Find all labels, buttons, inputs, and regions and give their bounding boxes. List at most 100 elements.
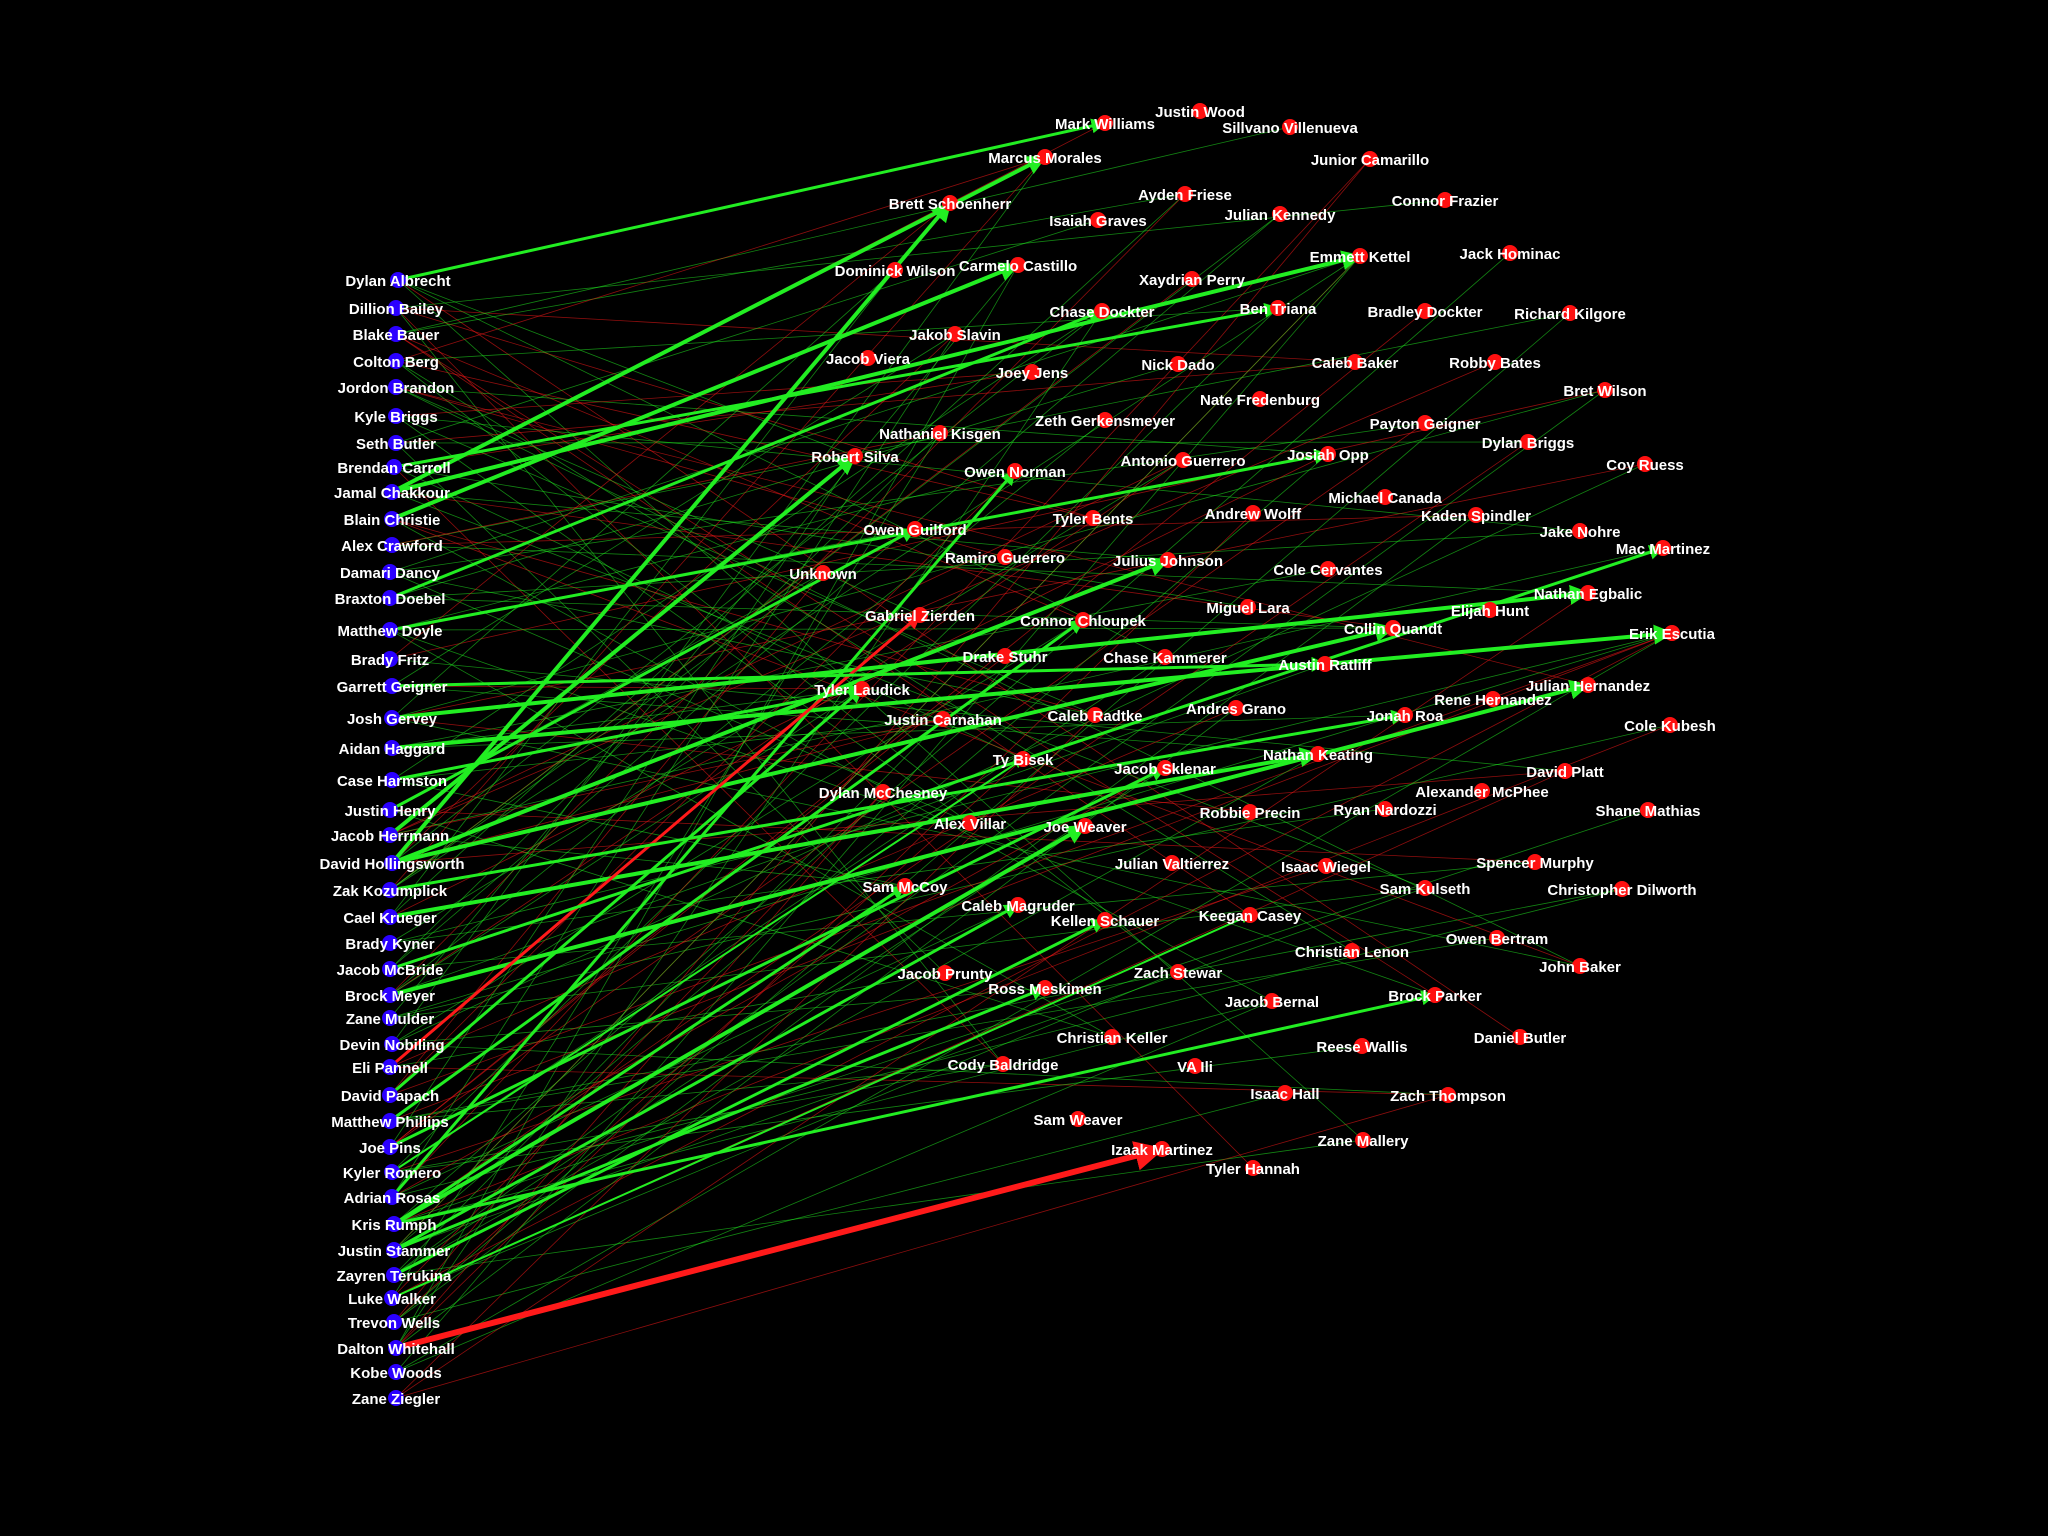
right-node-ryan-nardozzi[interactable] — [1377, 801, 1393, 817]
right-node-isaac-wiegel[interactable] — [1318, 858, 1334, 874]
right-node-carmelo-castillo[interactable] — [1010, 257, 1026, 273]
right-node-zach-stewar[interactable] — [1170, 964, 1186, 980]
right-node-chase-kammerer[interactable] — [1157, 649, 1173, 665]
left-node-trevon-wells[interactable] — [386, 1314, 402, 1330]
right-node-bradley-dockter[interactable] — [1417, 303, 1433, 319]
right-node-josiah-opp[interactable] — [1320, 446, 1336, 462]
left-node-josh-gervey[interactable] — [384, 710, 400, 726]
right-node-cole-cervantes[interactable] — [1320, 561, 1336, 577]
right-node-daniel-butler[interactable] — [1512, 1029, 1528, 1045]
left-node-jacob-herrmann[interactable] — [382, 827, 398, 843]
right-node-zane-mallery[interactable] — [1355, 1132, 1371, 1148]
left-node-kyler-romero[interactable] — [384, 1164, 400, 1180]
left-node-dalton-whitehall[interactable] — [388, 1340, 404, 1356]
right-node-va-ili[interactable] — [1187, 1058, 1203, 1074]
right-node-ross-meskimen[interactable] — [1037, 980, 1053, 996]
right-node-jack-hominac[interactable] — [1502, 245, 1518, 261]
right-node-jakob-slavin[interactable] — [947, 326, 963, 342]
right-node-julian-valtierrez[interactable] — [1164, 855, 1180, 871]
left-node-dillion-bailey[interactable] — [388, 300, 404, 316]
right-node-sillvano-villenueva[interactable] — [1282, 119, 1298, 135]
left-node-jordon-brandon[interactable] — [388, 379, 404, 395]
right-node-jake-nohre[interactable] — [1572, 523, 1588, 539]
left-node-kyle-briggs[interactable] — [388, 408, 404, 424]
right-node-austin-ratliff[interactable] — [1317, 656, 1333, 672]
right-node-tyler-laudick[interactable] — [854, 681, 870, 697]
right-node-connor-frazier[interactable] — [1437, 192, 1453, 208]
right-node-ben-triana[interactable] — [1270, 300, 1286, 316]
right-node-sam-mccoy[interactable] — [897, 878, 913, 894]
right-node-izaak-martinez[interactable] — [1154, 1141, 1170, 1157]
right-node-mac-martinez[interactable] — [1655, 540, 1671, 556]
left-node-colton-berg[interactable] — [388, 353, 404, 369]
right-node-keegan-casey[interactable] — [1242, 907, 1258, 923]
right-node-bret-wilson[interactable] — [1597, 382, 1613, 398]
left-node-matthew-doyle[interactable] — [382, 622, 398, 638]
right-node-owen-guilford[interactable] — [907, 521, 923, 537]
right-node-robbie-precin[interactable] — [1242, 804, 1258, 820]
right-node-zeth-gerkensmeyer[interactable] — [1097, 412, 1113, 428]
right-node-nathan-egbalic[interactable] — [1580, 585, 1596, 601]
right-node-jacob-sklenar[interactable] — [1157, 760, 1173, 776]
right-node-andres-grano[interactable] — [1228, 700, 1244, 716]
right-node-richard-kilgore[interactable] — [1562, 305, 1578, 321]
right-node-isaiah-graves[interactable] — [1090, 212, 1106, 228]
right-node-ramiro-guerrero[interactable] — [997, 549, 1013, 565]
left-node-alex-crawford[interactable] — [384, 537, 400, 553]
right-node-kellen-schauer[interactable] — [1097, 912, 1113, 928]
left-node-dylan-albrecht[interactable] — [390, 272, 406, 288]
left-node-zayren-terukina[interactable] — [386, 1267, 402, 1283]
left-node-seth-butler[interactable] — [388, 435, 404, 451]
left-node-cael-krueger[interactable] — [382, 909, 398, 925]
right-node-robert-silva[interactable] — [847, 448, 863, 464]
left-node-eli-pannell[interactable] — [382, 1059, 398, 1075]
right-node-dominick-wilson[interactable] — [887, 262, 903, 278]
right-node-marcus-morales[interactable] — [1037, 149, 1053, 165]
right-node-sam-weaver[interactable] — [1070, 1111, 1086, 1127]
right-node-isaac-hall[interactable] — [1277, 1085, 1293, 1101]
right-node-brett-schoenherr[interactable] — [942, 195, 958, 211]
right-node-owen-bertram[interactable] — [1489, 930, 1505, 946]
right-node-drake-stuhr[interactable] — [997, 648, 1013, 664]
right-node-nate-fredenburg[interactable] — [1252, 391, 1268, 407]
right-node-andrew-wolff[interactable] — [1245, 505, 1261, 521]
right-node-junior-camarillo[interactable] — [1362, 151, 1378, 167]
right-node-zach-thompson[interactable] — [1440, 1087, 1456, 1103]
right-node-ayden-friese[interactable] — [1177, 186, 1193, 202]
right-node-kaden-spindler[interactable] — [1468, 507, 1484, 523]
left-node-blake-bauer[interactable] — [388, 326, 404, 342]
left-node-david-hollingsworth[interactable] — [384, 855, 400, 871]
right-node-unknown[interactable] — [815, 565, 831, 581]
left-node-zane-ziegler[interactable] — [388, 1390, 404, 1406]
right-node-ty-bisek[interactable] — [1015, 751, 1031, 767]
right-node-erik-escutia[interactable] — [1664, 625, 1680, 641]
right-node-owen-norman[interactable] — [1007, 463, 1023, 479]
right-node-alexander-mcphee[interactable] — [1474, 783, 1490, 799]
right-node-robby-bates[interactable] — [1487, 354, 1503, 370]
left-node-brady-kyner[interactable] — [382, 935, 398, 951]
right-node-christian-keller[interactable] — [1104, 1029, 1120, 1045]
left-node-justin-henry[interactable] — [382, 802, 398, 818]
left-node-jacob-mcbride[interactable] — [382, 961, 398, 977]
right-node-coy-ruess[interactable] — [1637, 456, 1653, 472]
left-node-jamal-chakkour[interactable] — [384, 484, 400, 500]
left-node-case-harmston[interactable] — [384, 772, 400, 788]
left-node-david-papach[interactable] — [382, 1087, 398, 1103]
left-node-zane-mulder[interactable] — [382, 1010, 398, 1026]
left-node-garrett-geigner[interactable] — [384, 678, 400, 694]
right-node-payton-geigner[interactable] — [1417, 415, 1433, 431]
right-node-cole-kubesh[interactable] — [1662, 717, 1678, 733]
left-node-brock-meyer[interactable] — [382, 987, 398, 1003]
right-node-jacob-bernal[interactable] — [1264, 993, 1280, 1009]
right-node-joe-weaver[interactable] — [1077, 818, 1093, 834]
right-node-nathan-keating[interactable] — [1310, 746, 1326, 762]
right-node-julian-kennedy[interactable] — [1272, 206, 1288, 222]
right-node-rene-hernandez[interactable] — [1485, 691, 1501, 707]
right-node-julius-johnson[interactable] — [1160, 552, 1176, 568]
right-node-connor-chloupek[interactable] — [1075, 612, 1091, 628]
right-node-nick-dado[interactable] — [1170, 356, 1186, 372]
right-node-tyler-hannah[interactable] — [1245, 1160, 1261, 1176]
left-node-brendan-carroll[interactable] — [386, 459, 402, 475]
right-node-tyler-bents[interactable] — [1085, 510, 1101, 526]
right-node-david-platt[interactable] — [1557, 763, 1573, 779]
